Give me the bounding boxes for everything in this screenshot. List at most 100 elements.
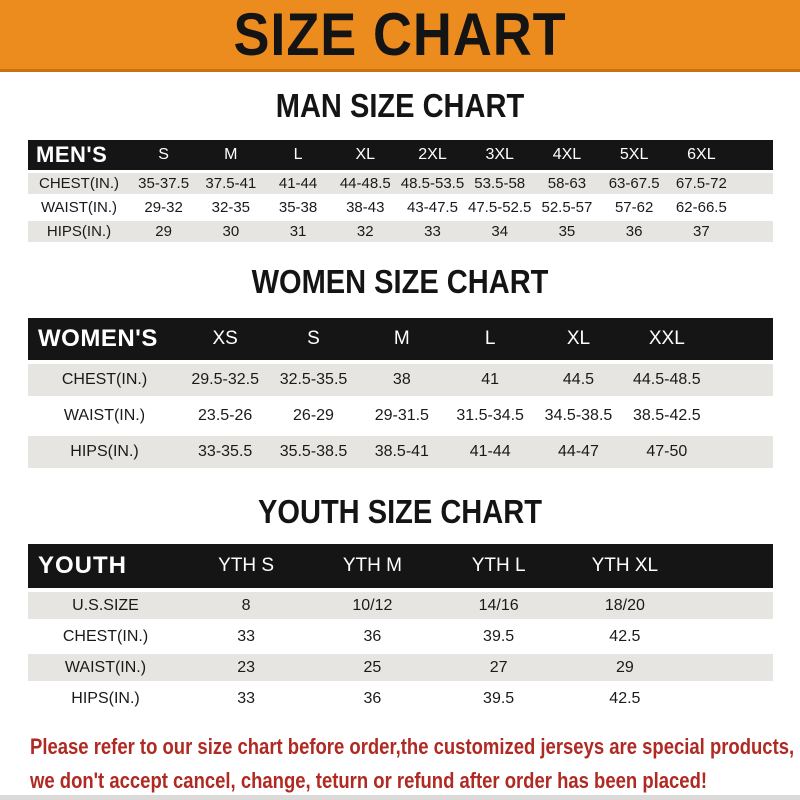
disclaimer-line-2: we don't accept cancel, change, teturn o… <box>30 768 708 793</box>
cell-value: 31 <box>289 223 307 240</box>
cell-value: 48.5-53.5 <box>400 175 465 192</box>
man-size-heading: MAN SIZE CHART <box>275 87 525 124</box>
cell-value: 62-66.5 <box>675 199 727 216</box>
disclaimer-line-1: Please refer to our size chart before or… <box>30 734 795 759</box>
cell-value: 36 <box>625 223 643 240</box>
size-column-header: 4XL <box>552 146 582 163</box>
size-column-header: S <box>307 328 320 349</box>
table-title-label: WOMEN'S <box>38 325 158 352</box>
table-row: HIPS(IN.) 33-35.5 35.5-38.5 38.5-41 41-44 44-… <box>28 436 773 468</box>
cell-value: 38.5-41 <box>374 443 429 460</box>
cell-value: 58-63 <box>547 175 587 192</box>
size-column-header: YTH M <box>342 555 402 576</box>
row-label: CHEST(IN.) <box>39 175 119 192</box>
cell-value: 44-47 <box>558 443 599 460</box>
cell-value: 23.5-26 <box>198 407 253 424</box>
table-row: CHEST(IN.) 29.5-32.5 32.5-35.5 38 41 44.5 44.5… <box>28 364 773 396</box>
cell-value: 35 <box>558 223 576 240</box>
size-chart-banner: SIZE CHART <box>0 0 800 72</box>
row-label: HIPS(IN.) <box>46 223 112 240</box>
row-label: U.S.SIZE <box>72 596 139 614</box>
cell-value: 25 <box>363 658 382 676</box>
size-column-header: YTH XL <box>591 555 659 576</box>
size-column-header: M <box>224 146 238 163</box>
cell-value: 43-47.5 <box>407 199 458 216</box>
cell-value: 29.5-32.5 <box>191 371 259 388</box>
cell-value: 41-44 <box>278 175 318 192</box>
cell-value: 35-37.5 <box>138 175 190 192</box>
mens-size-table: MEN'S S M L XL 2XL 3XL 4XL 5XL 6XL CHEST(IN.) 35-37… <box>28 140 773 242</box>
cell-value: 39.5 <box>483 627 515 645</box>
banner-title: SIZE CHART <box>233 1 567 68</box>
table-row: HIPS(IN.) 33 36 39.5 42.5 <box>28 685 773 712</box>
disclaimer-text: Please refer to our size chart before or… <box>30 730 795 798</box>
cell-value: 38-43 <box>346 199 385 216</box>
row-label: CHEST(IN.) <box>62 627 149 645</box>
cell-value: 32.5-35.5 <box>279 371 348 388</box>
table-row: CHEST(IN.) 33 36 39.5 42.5 <box>28 623 773 650</box>
size-column-header: L <box>484 328 496 349</box>
size-column-header: XL <box>355 146 376 163</box>
size-column-header: 3XL <box>485 146 514 163</box>
cell-value: 32-35 <box>211 199 251 216</box>
row-label: CHEST(IN.) <box>61 371 148 388</box>
women-size-section: WOMEN SIZE CHART WOMEN'S XS S M L XL XXL CHEST(… <box>0 264 800 468</box>
table-row: HIPS(IN.) 29 30 31 32 33 34 35 36 37 <box>28 221 773 242</box>
cell-value: 41-44 <box>469 443 511 460</box>
table-row: U.S.SIZE 8 10/12 14/16 18/20 <box>28 592 773 619</box>
cell-value: 33 <box>424 223 441 240</box>
size-column-header: XL <box>566 328 591 349</box>
size-column-header: 6XL <box>687 146 716 163</box>
cell-value: 36 <box>363 627 382 645</box>
cell-value: 44-48.5 <box>339 175 391 192</box>
youth-size-heading: YOUTH SIZE CHART <box>258 493 542 530</box>
cell-value: 35-38 <box>278 199 318 216</box>
cell-value: 29-31.5 <box>374 407 429 424</box>
size-column-header: M <box>393 328 410 349</box>
cell-value: 42.5 <box>609 689 641 707</box>
size-column-header: XS <box>212 328 238 349</box>
row-label: HIPS(IN.) <box>71 689 140 707</box>
cell-value: 53.5-58 <box>474 175 526 192</box>
womens-size-table: WOMEN'S XS S M L XL XXL CHEST(IN.) 29.5-32.5 32.5… <box>28 318 773 468</box>
bottom-edge-strip <box>0 795 800 800</box>
cell-value: 30 <box>222 223 240 240</box>
cell-value: 47.5-52.5 <box>468 199 532 216</box>
cell-value: 34 <box>491 223 509 240</box>
row-label: WAIST(IN.) <box>64 658 147 676</box>
youth-size-section: YOUTH SIZE CHART YOUTH YTH S YTH M YTH L YTH… <box>0 494 800 712</box>
cell-value: 37 <box>693 223 710 240</box>
row-label: WAIST(IN.) <box>63 407 146 424</box>
size-column-header: YTH L <box>471 555 526 576</box>
cell-value: 44.5-48.5 <box>633 371 701 388</box>
cell-value: 29 <box>615 658 634 676</box>
cell-value: 18/20 <box>604 596 645 614</box>
man-size-section: MAN SIZE CHART MEN'S S M L XL 2XL 3XL 4XL 5XL 6XL… <box>0 88 800 242</box>
cell-value: 36 <box>363 689 382 707</box>
row-label: HIPS(IN.) <box>70 443 139 460</box>
cell-value: 67.5-72 <box>675 175 727 192</box>
cell-value: 29-32 <box>144 199 183 216</box>
size-column-header: 2XL <box>418 146 447 163</box>
cell-value: 33-35.5 <box>198 443 253 460</box>
cell-value: 33 <box>237 627 256 645</box>
size-column-header: YTH S <box>218 555 275 576</box>
table-row: WAIST(IN.) 23 25 27 29 <box>28 654 773 681</box>
cell-value: 31.5-34.5 <box>456 407 524 424</box>
size-column-header: XXL <box>648 328 685 349</box>
cell-value: 38.5-42.5 <box>633 407 701 424</box>
cell-value: 38 <box>392 371 411 388</box>
cell-value: 41 <box>481 371 500 388</box>
women-size-heading: WOMEN SIZE CHART <box>251 263 549 300</box>
cell-value: 57-62 <box>614 199 654 216</box>
table-header-row: YOUTH YTH S YTH M YTH L YTH XL <box>28 544 773 588</box>
size-column-header: S <box>158 146 169 163</box>
cell-value: 39.5 <box>483 689 515 707</box>
cell-value: 42.5 <box>609 627 641 645</box>
cell-value: 29 <box>155 223 172 240</box>
table-title-label: MEN'S <box>36 142 108 167</box>
cell-value: 32 <box>356 223 374 240</box>
cell-value: 63-67.5 <box>608 175 660 192</box>
cell-value: 27 <box>489 658 508 676</box>
table-row: CHEST(IN.) 35-37.5 37.5-41 41-44 44-48.5 48.5… <box>28 173 773 194</box>
